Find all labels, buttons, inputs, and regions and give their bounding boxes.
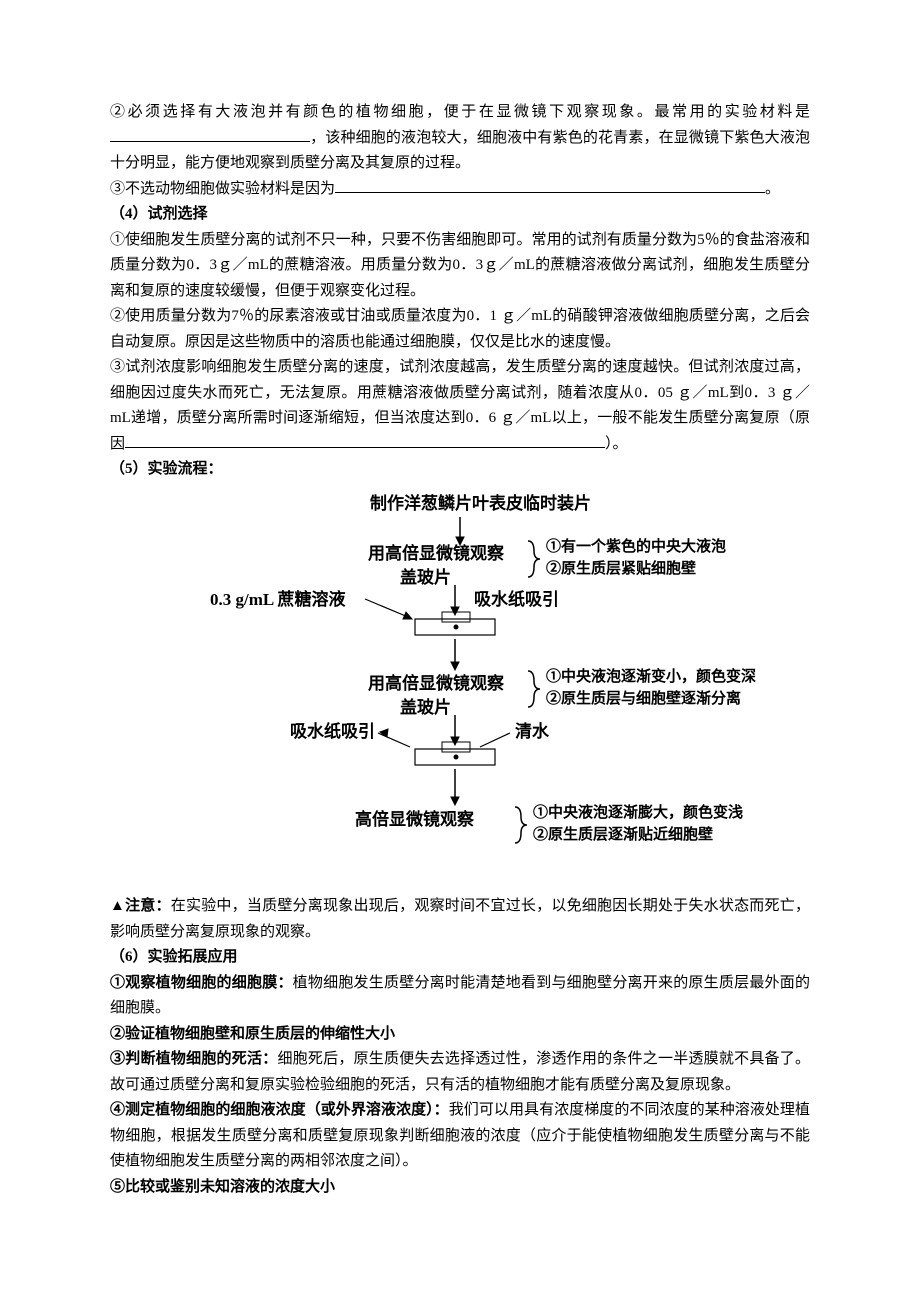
- para-4-2: ②使用质量分数为7％的尿素溶液或甘油或质量浓度为0．1 ｇ／mL的硝酸钾溶液做细…: [110, 304, 810, 355]
- experiment-flow-diagram: 制作洋葱鳞片叶表皮临时装片 用高倍显微镜观察 ①有一个紫色的中央大液泡 ②原生质…: [160, 489, 760, 889]
- note-body: 在实验中，当质壁分离现象出现后，观察时间不宜过长，以免细胞因长期处于失水状态而死…: [110, 898, 810, 940]
- diagram-obs3-b: ②原生质层逐渐贴近细胞壁: [533, 825, 713, 843]
- diagram-obs2-a: ①中央液泡逐渐变小，颜色变深: [546, 667, 756, 685]
- diagram-obs1-a: ①有一个紫色的中央大液泡: [546, 537, 726, 555]
- diagram-obs3-a: ①中央液泡逐渐膨大，颜色变浅: [533, 803, 743, 821]
- section-5-title: （5）实验流程：: [110, 457, 810, 483]
- text-no-animal: ③不选动物细胞做实验材料是因为: [110, 181, 335, 197]
- diagram-cover-1: 盖玻片: [400, 567, 451, 587]
- diagram-cover-2: 盖玻片: [400, 697, 451, 717]
- section-6-title: （6）实验拓展应用: [110, 945, 810, 971]
- blank-reason-high-conc: [125, 447, 605, 448]
- para-6-3-head: ③判断植物细胞的死活：: [110, 1051, 277, 1067]
- para-select-colored-cell: ②必须选择有大液泡并有颜色的植物细胞，便于在显微镜下观察现象。最常用的实验材料是…: [110, 100, 810, 177]
- diagram-high-obs: 高倍显微镜观察: [355, 809, 475, 829]
- para-6-2: ②验证植物细胞壁和原生质层的伸缩性大小: [110, 1022, 810, 1048]
- para-6-4-head: ④测定植物细胞的细胞液浓度（或外界溶液浓度）：: [110, 1102, 449, 1118]
- text-select-colored: ②必须选择有大液泡并有颜色的植物细胞，便于在显微镜下观察现象。最常用的实验材料是: [110, 104, 810, 120]
- para-note: ▲注意：在实验中，当质壁分离现象出现后，观察时间不宜过长，以免细胞因长期处于失水…: [110, 894, 810, 945]
- para-no-animal: ③不选动物细胞做实验材料是因为 。: [110, 177, 810, 203]
- diagram-sucrose: 0.3 g/mL 蔗糖溶液: [210, 589, 346, 609]
- para-6-1-head: ①观察植物细胞的细胞膜：: [110, 975, 293, 991]
- diagram-suck-2: 吸水纸吸引: [290, 721, 375, 741]
- text-no-animal-end: 。: [765, 181, 780, 197]
- diagram-suck-1: 吸水纸吸引: [474, 589, 559, 609]
- note-prefix: ▲注意：: [110, 898, 171, 914]
- diagram-obs2-b: ②原生质层与细胞壁逐渐分离: [546, 689, 741, 707]
- text-4-3-end: ）。: [605, 436, 628, 452]
- text-4-3: ③试剂浓度影响细胞发生质壁分离的速度，试剂浓度越高，发生质壁分离的速度越快。但试…: [110, 359, 810, 452]
- diagram-obs-label-2: 用高倍显微镜观察: [368, 673, 505, 693]
- para-4-3: ③试剂浓度影响细胞发生质壁分离的速度，试剂浓度越高，发生质壁分离的速度越快。但试…: [110, 355, 810, 457]
- diagram-water: 清水: [515, 721, 550, 741]
- para-6-5: ⑤比较或鉴别未知溶液的浓度大小: [110, 1175, 810, 1201]
- diagram-obs1-b: ②原生质层紧贴细胞壁: [546, 559, 696, 577]
- para-6-3: ③判断植物细胞的死活：细胞死后，原生质便失去选择透过性，渗透作用的条件之一半透膜…: [110, 1047, 810, 1098]
- blank-no-animal-reason: [335, 192, 765, 193]
- blank-material: [110, 141, 310, 142]
- text-select-colored-tail: ，该种细胞的液泡较大，细胞液中有紫色的花青素，在显微镜下紫色大液泡十分明显，能方…: [110, 130, 810, 172]
- page-container: ②必须选择有大液泡并有颜色的植物细胞，便于在显微镜下观察现象。最常用的实验材料是…: [0, 0, 920, 1302]
- para-4-1: ①使细胞发生质壁分离的试剂不只一种，只要不伤害细胞即可。常用的试剂有质量分数为5…: [110, 228, 810, 305]
- section-4-title: （4）试剂选择: [110, 202, 810, 228]
- diagram-obs-label-1: 用高倍显微镜观察: [368, 543, 505, 563]
- diagram-step1: 制作洋葱鳞片叶表皮临时装片: [370, 493, 591, 513]
- para-6-4: ④测定植物细胞的细胞液浓度（或外界溶液浓度）：我们可以用具有浓度梯度的不同浓度的…: [110, 1098, 810, 1175]
- para-6-1: ①观察植物细胞的细胞膜：植物细胞发生质壁分离时能清楚地看到与细胞壁分离开来的原生…: [110, 971, 810, 1022]
